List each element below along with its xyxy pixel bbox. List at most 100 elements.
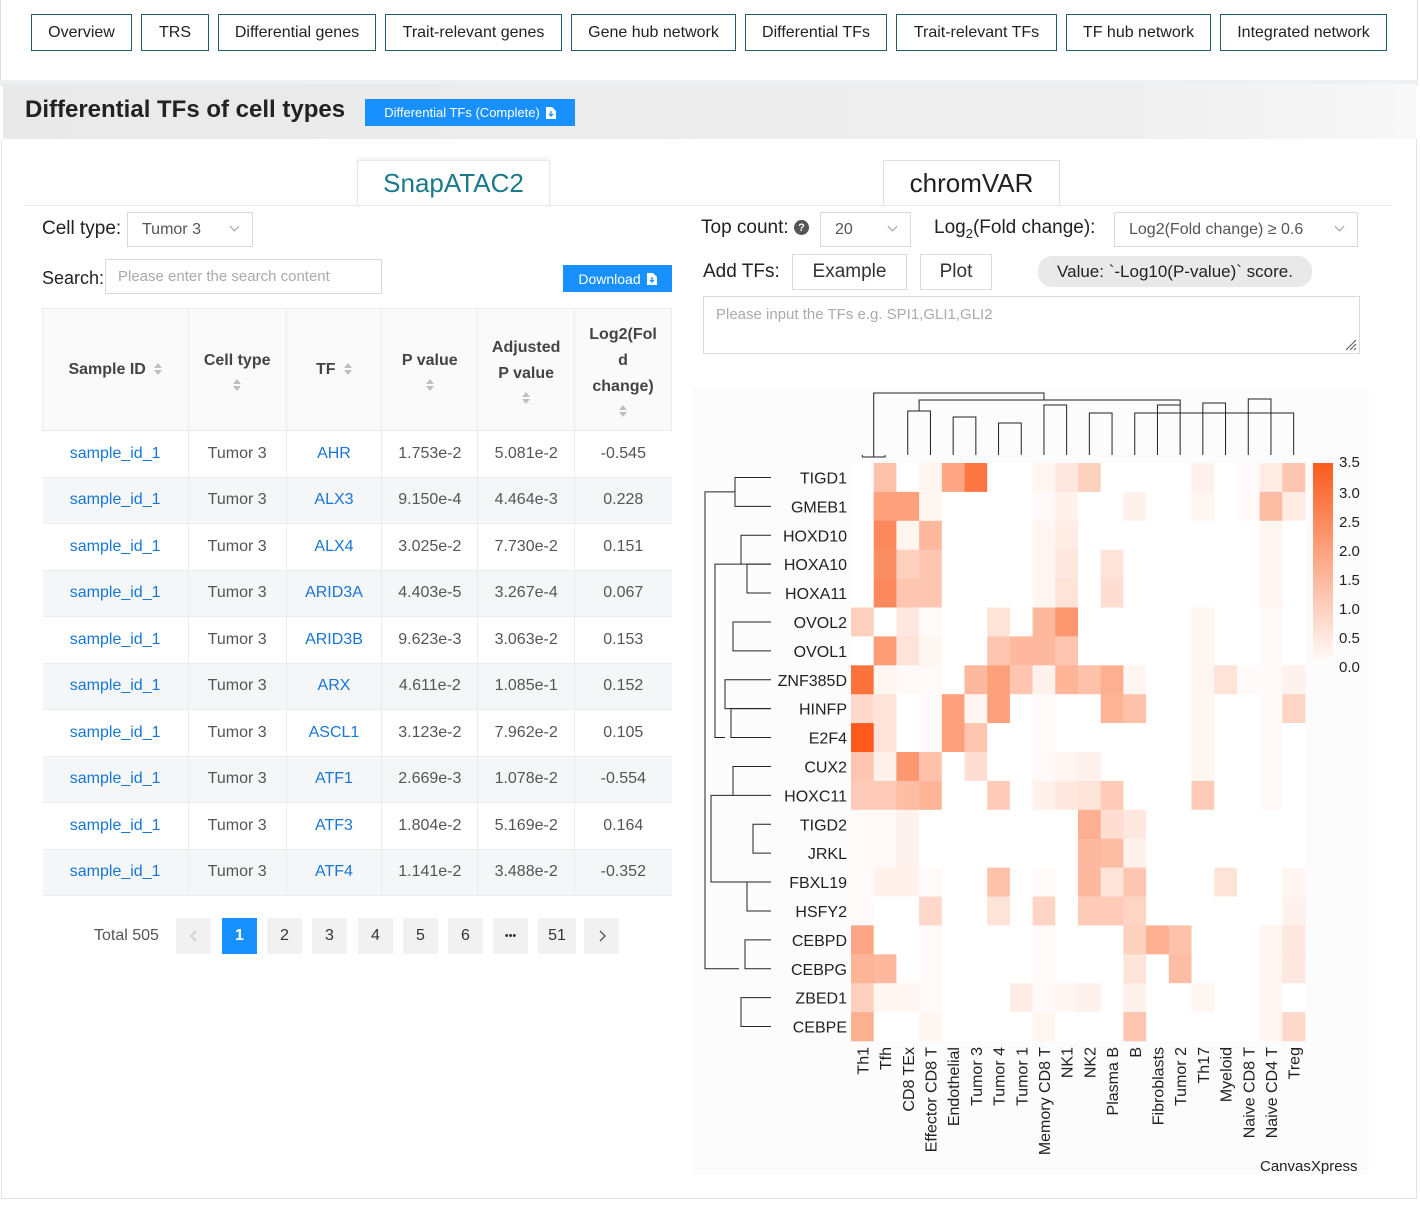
tf-link[interactable]: AHR <box>285 430 382 478</box>
tf-link[interactable]: ATF3 <box>285 802 382 850</box>
sort-icon[interactable] <box>189 378 286 392</box>
pagination-page-button[interactable]: 1 <box>222 918 257 954</box>
sort-icon[interactable] <box>343 362 352 376</box>
column-header-p-value[interactable]: P value <box>381 308 479 431</box>
pagination-page-button[interactable]: 2 <box>267 918 302 954</box>
heatmap-cell <box>1032 723 1056 753</box>
sample-id-link[interactable]: sample_id_1 <box>42 616 189 664</box>
column-header-adjusted-p-value[interactable]: Adjusted P value <box>477 308 576 431</box>
heatmap-cell <box>896 838 920 868</box>
nav-integrated-network-button[interactable]: Integrated network <box>1220 14 1387 51</box>
pagination-total: Total 505 <box>94 927 159 944</box>
pagination-page-button[interactable]: 5 <box>403 918 438 954</box>
sample-id-link[interactable]: sample_id_1 <box>42 570 189 617</box>
download-button[interactable]: Download <box>563 265 672 292</box>
fold-change-label-prefix: Log <box>934 217 966 238</box>
sample-id-link[interactable]: sample_id_1 <box>42 802 189 850</box>
heatmap-cell <box>1078 1012 1101 1042</box>
pagination-prev-button[interactable] <box>176 918 211 954</box>
heatmap-cell <box>1214 491 1238 522</box>
cell-type-select[interactable]: Tumor 3 <box>127 212 253 247</box>
sort-icon[interactable] <box>575 404 671 418</box>
resize-handle-icon[interactable] <box>1343 337 1357 351</box>
pagination-next-button[interactable] <box>584 918 619 954</box>
sample-id-link[interactable]: sample_id_1 <box>42 477 189 524</box>
plot-button[interactable]: Plot <box>920 254 992 290</box>
heatmap-cell <box>1168 665 1192 695</box>
heatmap-cell <box>1146 578 1170 608</box>
heatmap-cell <box>1032 665 1056 695</box>
nav-overview-button[interactable]: Overview <box>31 14 132 51</box>
column-header-tf[interactable]: TF <box>285 308 383 431</box>
column-header-log2-fold-change[interactable]: Log2(Fol d change) <box>574 308 672 431</box>
heatmap-column-label: NK2 <box>1082 1047 1099 1078</box>
column-header-cell-type[interactable]: Cell type <box>187 308 287 431</box>
nav-tf-hub-network-button[interactable]: TF hub network <box>1066 14 1211 51</box>
example-button[interactable]: Example <box>792 254 907 290</box>
heatmap-cell <box>1191 983 1215 1013</box>
sample-id-link[interactable]: sample_id_1 <box>42 430 189 478</box>
pagination-ellipsis[interactable]: ••• <box>493 918 528 954</box>
tf-link[interactable]: ATF4 <box>285 849 382 896</box>
heatmap-cell <box>1168 723 1192 753</box>
nav-differential-tfs-button[interactable]: Differential TFs <box>745 14 887 51</box>
table-row: sample_id_1 Tumor 3 ASCL1 3.123e-2 7.962e-2 0… <box>42 709 672 757</box>
sort-icon[interactable] <box>478 391 574 405</box>
heatmap-cell <box>1055 838 1079 868</box>
heatmap-cell <box>873 752 897 782</box>
heatmap-cell <box>1236 780 1260 811</box>
heatmap-cell <box>1236 549 1260 579</box>
tf-link[interactable]: ARID3A <box>285 570 382 617</box>
heatmap-cell <box>1032 838 1056 868</box>
heatmap-cell <box>1032 983 1056 1013</box>
nav-differential-genes-button[interactable]: Differential genes <box>218 14 376 51</box>
heatmap-cell <box>1168 809 1192 839</box>
pagination-page-button[interactable]: 4 <box>358 918 393 954</box>
heatmap-cell <box>1009 867 1033 897</box>
tab-snapatac2[interactable]: SnapATAC2 <box>357 160 550 206</box>
help-icon[interactable]: ? <box>793 220 809 236</box>
fold-change-select[interactable]: Log2(Fold change) ≥ 0.6 <box>1114 212 1358 247</box>
tf-link[interactable]: ALX3 <box>285 477 382 524</box>
sort-icon[interactable] <box>382 378 477 392</box>
top-count-select[interactable]: 20 <box>820 212 911 247</box>
tf-link[interactable]: ARID3B <box>285 616 382 664</box>
sample-id-link[interactable]: sample_id_1 <box>42 709 189 757</box>
heatmap-cell <box>1032 463 1056 493</box>
heatmap-cell <box>1032 636 1056 666</box>
heatmap-cell <box>1236 491 1260 522</box>
nav-trs-button[interactable]: TRS <box>141 14 209 51</box>
column-header-sample-id[interactable]: Sample ID <box>42 308 189 431</box>
complete-download-button[interactable]: Differential TFs (Complete) <box>365 99 575 126</box>
heatmap-cell <box>1123 694 1147 724</box>
nav-trait-relevant-genes-button[interactable]: Trait-relevant genes <box>385 14 562 51</box>
heatmap-cell <box>1055 694 1079 724</box>
heatmap-cell <box>1055 636 1079 666</box>
adjusted-p-value-cell: 5.169e-2 <box>477 802 575 850</box>
tf-link[interactable]: ARX <box>285 663 382 710</box>
sample-id-link[interactable]: sample_id_1 <box>42 756 189 803</box>
sample-id-link[interactable]: sample_id_1 <box>42 523 189 571</box>
sort-icon[interactable] <box>154 362 163 376</box>
heatmap-cell <box>1032 896 1056 926</box>
sample-id-link[interactable]: sample_id_1 <box>42 849 189 896</box>
pagination-page-button[interactable]: 3 <box>312 918 347 954</box>
sample-id-link[interactable]: sample_id_1 <box>42 663 189 710</box>
tf-link[interactable]: ASCL1 <box>285 709 382 757</box>
tf-link[interactable]: ATF1 <box>285 756 382 803</box>
tab-chromvar[interactable]: chromVAR <box>883 160 1060 206</box>
pagination-page-button[interactable]: 6 <box>448 918 483 954</box>
nav-trait-relevant-tfs-button[interactable]: Trait-relevant TFs <box>896 14 1057 51</box>
heatmap-cell <box>1146 463 1170 493</box>
log2-header-line2: d <box>618 351 628 369</box>
tf-input-textarea[interactable]: Please input the TFs e.g. SPI1,GLI1,GLI2 <box>703 296 1360 354</box>
heatmap-cell <box>1259 665 1283 695</box>
heatmap-cell <box>896 578 920 608</box>
tf-link[interactable]: ALX4 <box>285 523 382 571</box>
heatmap-cell <box>1168 463 1192 493</box>
pagination-page-button[interactable]: 51 <box>538 918 576 954</box>
nav-gene-hub-network-button[interactable]: Gene hub network <box>571 14 736 51</box>
log2-fold-change-cell: 0.105 <box>574 709 672 757</box>
heatmap-cell <box>1282 780 1306 811</box>
search-input[interactable]: Please enter the search content <box>105 259 382 294</box>
